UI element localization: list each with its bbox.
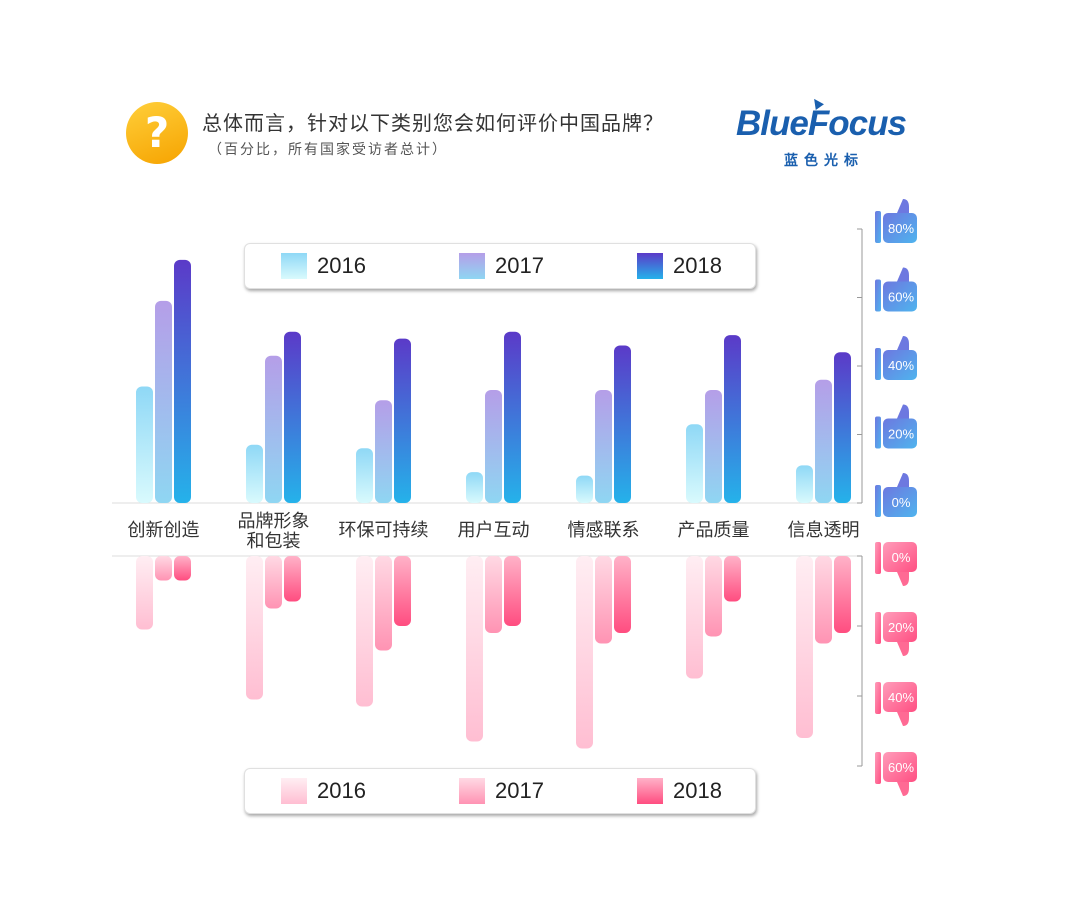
thumbs-up-icon: 20%	[875, 404, 917, 449]
bar-negative-2016	[686, 556, 703, 679]
category-label: 情感联系	[568, 520, 640, 541]
thumbs-down-icon: 60%	[875, 752, 917, 796]
bluefocus-logo-cn: 蓝色光标	[784, 153, 864, 169]
thumbs-up-icon: 60%	[875, 267, 917, 312]
category-label: 创新创造	[128, 520, 200, 541]
axis-tick-label: 20%	[888, 427, 914, 442]
bar-negative-2017	[815, 556, 832, 644]
bar-positive-2018	[614, 345, 631, 503]
bar-positive-2018	[504, 331, 521, 503]
category-label: 环保可持续	[339, 520, 429, 541]
bar-negative-2018	[614, 556, 631, 633]
bar-positive-2018	[834, 352, 851, 503]
question-mark-icon: ?	[126, 102, 188, 164]
chart-title: 总体而言，针对以下类别您会如何评价中国品牌？	[202, 111, 664, 135]
legend-top: 2016 2017 2018	[244, 243, 756, 289]
legend-label: 2016	[317, 253, 366, 278]
thumbs-up-icon: 0%	[875, 473, 917, 517]
axis-tick-label: 80%	[888, 221, 914, 236]
bar-positive-2018	[724, 335, 741, 503]
category-label: 品牌形象和包装	[238, 511, 310, 552]
bar-positive-2017	[265, 355, 282, 503]
bar-negative-2018	[284, 556, 301, 602]
legend-label: 2018	[673, 253, 722, 278]
thumbs-up-icon: 80%	[875, 199, 917, 243]
bar-positive-2017	[155, 300, 172, 503]
thumbs-down-icon: 20%	[875, 612, 917, 656]
bar-positive-2017	[815, 379, 832, 503]
bar-negative-2017	[595, 556, 612, 644]
bar-negative-2016	[246, 556, 263, 700]
category-label: 用户互动	[458, 520, 530, 541]
legend-item: 2018	[637, 252, 722, 280]
legend-label: 2018	[673, 778, 722, 803]
legend-item: 2017	[459, 252, 544, 280]
bar-negative-2016	[356, 556, 373, 707]
category-label: 产品质量	[678, 520, 750, 541]
bar-positive-2016	[246, 444, 263, 503]
legend-swatch	[637, 778, 663, 804]
bar-negative-2016	[136, 556, 153, 630]
bar-positive-2016	[686, 424, 703, 503]
axis-tick-label: 40%	[888, 690, 914, 705]
axis-tick-label: 40%	[888, 358, 914, 373]
legend-swatch	[281, 253, 307, 279]
legend-swatch	[637, 253, 663, 279]
bar-negative-2018	[724, 556, 741, 602]
bar-positive-2016	[796, 465, 813, 503]
thumbs-up-icon: 40%	[875, 336, 917, 380]
legend-bottom: 2016 2017 2018	[244, 768, 756, 814]
bar-positive-2017	[375, 400, 392, 503]
bar-negative-2017	[485, 556, 502, 633]
axis-tick-label: 60%	[888, 290, 914, 305]
legend-item: 2016	[281, 777, 366, 805]
bar-negative-2016	[466, 556, 483, 742]
chart-subtitle: （百分比，所有国家受访者总计）	[208, 142, 448, 158]
bar-negative-2018	[174, 556, 191, 581]
bar-positive-2016	[466, 472, 483, 503]
bar-negative-2017	[265, 556, 282, 609]
bar-negative-2017	[155, 556, 172, 581]
bar-negative-2018	[834, 556, 851, 633]
bar-negative-2018	[504, 556, 521, 626]
bar-positive-2018	[394, 338, 411, 503]
bar-positive-2018	[284, 331, 301, 503]
bar-negative-2016	[576, 556, 593, 749]
legend-swatch	[281, 778, 307, 804]
bar-negative-2017	[375, 556, 392, 651]
bar-negative-2017	[705, 556, 722, 637]
thumbs-down-icon: 0%	[875, 542, 917, 586]
axis-tick-label: 0%	[892, 550, 911, 565]
legend-item: 2018	[637, 777, 722, 805]
bar-positive-2018	[174, 259, 191, 503]
legend-item: 2016	[281, 252, 366, 280]
legend-label: 2016	[317, 778, 366, 803]
legend-item: 2017	[459, 777, 544, 805]
bar-positive-2017	[485, 389, 502, 503]
thumbs-down-icon: 40%	[875, 682, 917, 726]
legend-swatch	[459, 253, 485, 279]
category-label: 信息透明	[788, 520, 860, 541]
legend-label: 2017	[495, 778, 544, 803]
axis-tick-label: 60%	[888, 760, 914, 775]
bar-positive-2017	[595, 389, 612, 503]
bar-negative-2016	[796, 556, 813, 738]
bar-positive-2016	[576, 475, 593, 503]
legend-label: 2017	[495, 253, 544, 278]
axis-tick-label: 0%	[892, 495, 911, 510]
legend-swatch	[459, 778, 485, 804]
bar-positive-2017	[705, 389, 722, 503]
bar-positive-2016	[356, 448, 373, 503]
bar-negative-2018	[394, 556, 411, 626]
axis-tick-label: 20%	[888, 620, 914, 635]
bar-positive-2016	[136, 386, 153, 503]
bluefocus-logo: BlueFocus	[736, 104, 907, 143]
